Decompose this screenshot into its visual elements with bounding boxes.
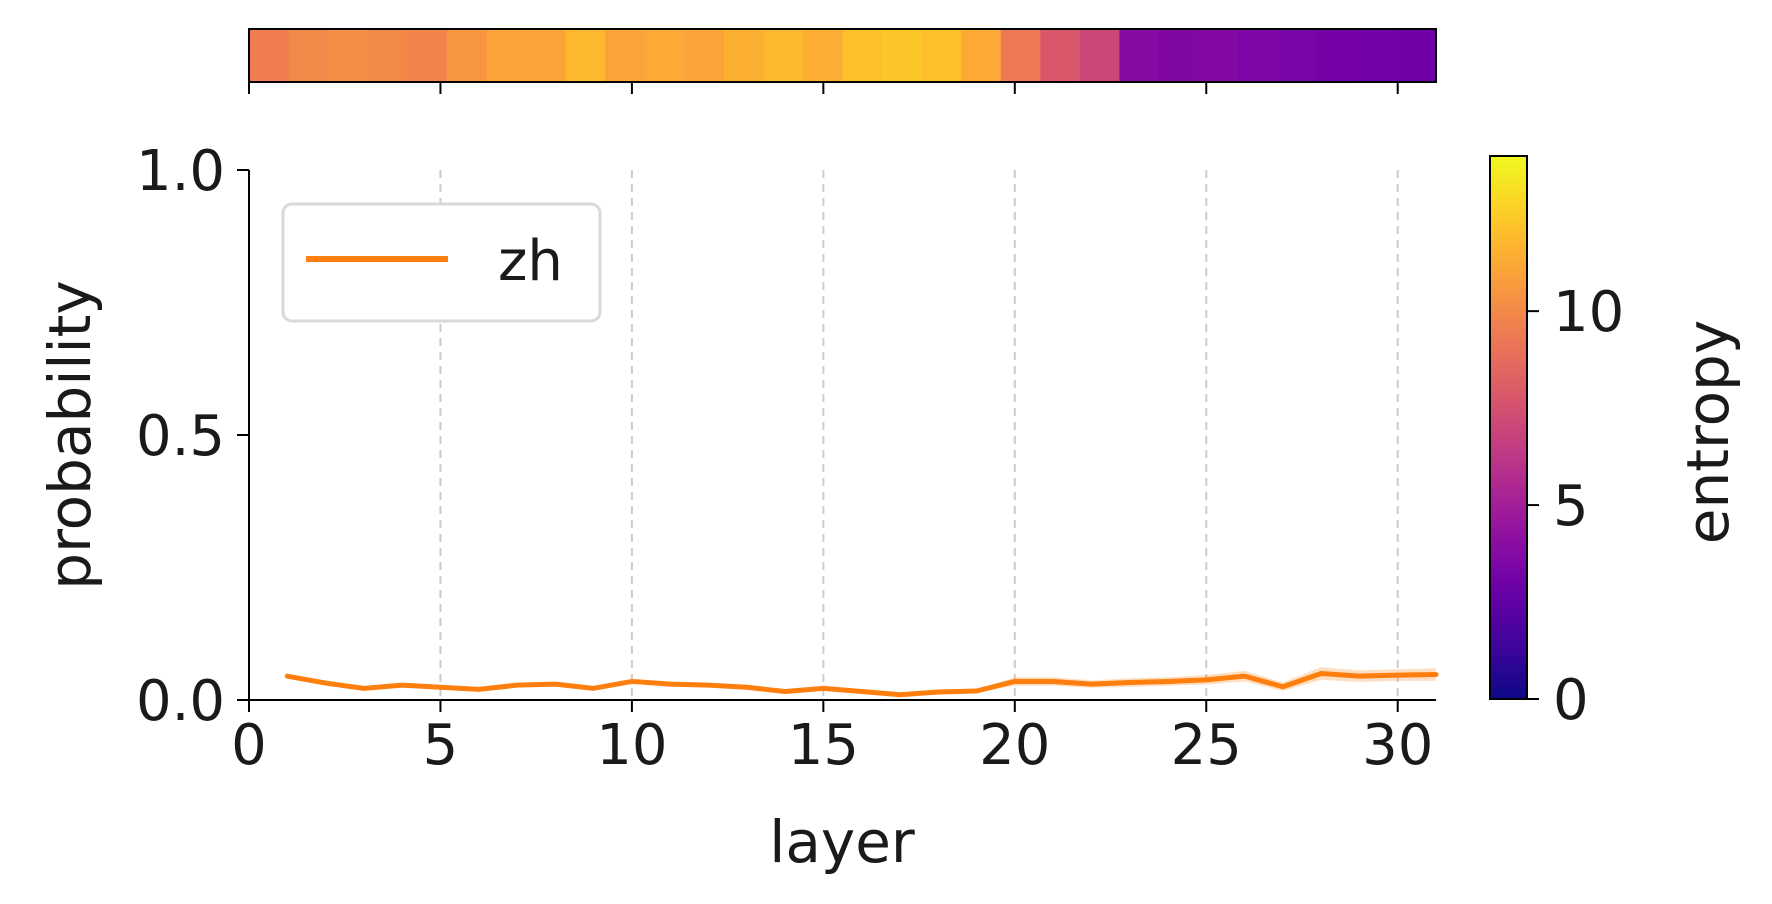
x-ticks: 0 5 10 15 20 25 30	[231, 700, 1433, 778]
entropy-cell	[1119, 29, 1160, 82]
entropy-cell	[1079, 29, 1121, 82]
entropy-cell	[1000, 29, 1041, 82]
entropy-cell	[486, 29, 527, 82]
entropy-cell	[1356, 29, 1398, 82]
y-tick-label: 0.5	[136, 404, 225, 469]
entropy-cell	[288, 29, 329, 82]
entropy-cell	[921, 29, 962, 82]
entropy-cell	[249, 29, 290, 82]
entropy-cell	[842, 29, 883, 82]
x-tick-label: 15	[788, 713, 859, 778]
entropy-cell	[763, 29, 804, 82]
entropy-cell	[882, 29, 923, 82]
entropy-cell	[367, 29, 408, 82]
entropy-strip	[249, 29, 1437, 82]
colorbar-tick-label: 5	[1553, 474, 1589, 539]
entropy-strip-ticks	[248, 82, 1399, 94]
x-axis-label: layer	[769, 808, 915, 876]
entropy-cell	[1317, 29, 1358, 82]
entropy-cell	[684, 29, 725, 82]
entropy-cell	[1396, 29, 1437, 82]
entropy-cell	[644, 29, 685, 82]
legend-box	[281, 202, 602, 323]
entropy-cell	[1198, 29, 1239, 82]
entropy-cell	[446, 29, 487, 82]
y-tick-label: 1.0	[136, 139, 225, 204]
x-tick-label: 20	[979, 713, 1050, 778]
entropy-cell	[407, 29, 448, 82]
series-points	[287, 673, 1437, 695]
x-tick-label: 10	[596, 713, 667, 778]
colorbar-label: entropy	[1674, 320, 1742, 544]
x-tick-label: 0	[231, 713, 267, 778]
entropy-cell	[328, 29, 369, 82]
colorbar	[1489, 155, 1528, 700]
entropy-cell	[1238, 29, 1279, 82]
x-tick-label: 5	[423, 713, 459, 778]
x-tick-label: 25	[1171, 713, 1242, 778]
entropy-cell	[1159, 29, 1200, 82]
entropy-cell	[961, 29, 1002, 82]
entropy-cell	[525, 29, 567, 82]
colorbar-tick-label: 10	[1553, 280, 1624, 345]
entropy-cell	[723, 29, 764, 82]
entropy-cell	[1040, 29, 1081, 82]
colorbar-tick-label: 0	[1553, 668, 1589, 733]
y-axis-label: probability	[36, 280, 104, 589]
entropy-cell	[565, 29, 606, 82]
entropy-cell	[1277, 29, 1318, 82]
y-ticks: 0.0 0.5 1.0	[136, 139, 249, 734]
x-tick-label: 30	[1362, 713, 1433, 778]
legend-label-zh: zh	[498, 229, 563, 294]
y-tick-label: 0.0	[136, 669, 225, 734]
entropy-strip-frame	[248, 28, 1437, 83]
entropy-cell	[802, 29, 844, 82]
entropy-cell	[605, 29, 646, 82]
colorbar-ticks: 0 5 10	[1527, 280, 1624, 733]
legend: zh	[281, 202, 602, 323]
